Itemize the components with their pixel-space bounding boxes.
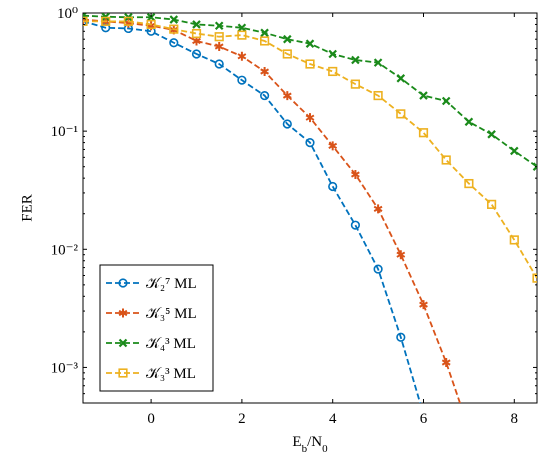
marker [373,264,383,274]
marker [214,32,224,42]
y-tick-label: 10⁻² [51,242,79,258]
marker [191,49,202,59]
marker [441,155,451,165]
y-axis-label: FER [19,194,35,222]
marker [328,66,338,77]
marker [146,13,156,22]
marker [328,181,338,192]
series-line [83,20,537,279]
marker [282,119,292,129]
series-line [83,14,537,168]
marker [282,91,292,101]
plot-frame [82,12,538,404]
marker [464,178,474,189]
marker [191,28,202,39]
marker [350,220,361,230]
x-tick-label: 4 [329,411,337,427]
series-layer [83,13,537,434]
marker [419,300,428,310]
marker [260,90,270,101]
marker [328,141,338,151]
marker [441,96,451,106]
marker [214,59,224,69]
marker [464,117,474,127]
marker [305,39,315,48]
marker [237,75,247,85]
marker [487,130,496,139]
marker [418,128,429,138]
x-tick-label: 2 [238,411,246,427]
y-tick-label: 10⁻¹ [51,124,78,140]
y-tick-label: 10⁰ [57,6,78,22]
marker [146,19,156,30]
marker [465,425,473,434]
marker [396,74,406,83]
legend-label: 𝒦₄³ ML [146,336,196,352]
marker [283,34,292,44]
marker [123,16,133,26]
marker [532,162,537,171]
marker [282,49,292,59]
marker [237,23,247,33]
legend-marker [118,278,128,288]
marker [305,59,315,69]
series-line [83,20,422,403]
legend-marker [118,338,128,348]
legend-label: 𝒦₃⁵ ML [146,306,197,322]
legend-label: 𝒦₂⁷ ML [146,276,197,292]
marker [532,273,537,283]
marker [373,204,383,214]
marker [509,235,519,245]
marker [101,13,110,22]
marker [396,332,406,342]
marker [419,91,428,100]
marker [101,16,111,26]
legend-marker [118,368,128,378]
marker [373,58,383,67]
marker [169,24,179,34]
marker [328,49,337,59]
x-axis-label: Eb/N0 [292,434,328,455]
marker [396,109,406,119]
marker [260,66,269,76]
marker [259,36,270,46]
marker [237,51,247,61]
marker [237,30,247,40]
x-tick-label: 0 [147,411,155,427]
marker [351,169,360,179]
marker [305,113,315,123]
marker [350,79,361,89]
x-tick-label: 8 [511,411,519,427]
y-tick-label: 10⁻³ [51,360,79,376]
marker [510,146,519,156]
marker [260,28,269,38]
marker [305,137,315,148]
marker [373,90,383,101]
marker [351,55,360,65]
marker [214,42,224,52]
legend-label: 𝒦₃³ ML [146,366,196,382]
marker [214,21,224,31]
legend-marker [118,308,128,318]
marker [169,15,179,24]
x-tick-label: 6 [420,411,428,427]
marker [486,199,497,209]
marker [396,250,406,260]
marker [169,38,179,48]
marker [441,358,451,368]
marker [83,16,88,26]
marker [192,20,201,29]
